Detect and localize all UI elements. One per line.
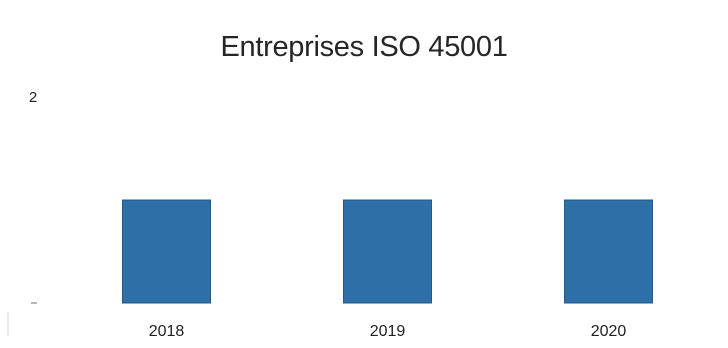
x-tick-label-2018: 2018 [149, 323, 185, 340]
y-tick-label: 2 [29, 89, 37, 106]
chart-title: Entreprises ISO 45001 [220, 31, 508, 63]
bar-2020 [564, 199, 653, 304]
bar-2019 [343, 199, 432, 304]
x-tick-label-2020: 2020 [591, 323, 627, 340]
bar-2018 [122, 199, 211, 304]
x-tick-label-2019: 2019 [370, 323, 406, 340]
